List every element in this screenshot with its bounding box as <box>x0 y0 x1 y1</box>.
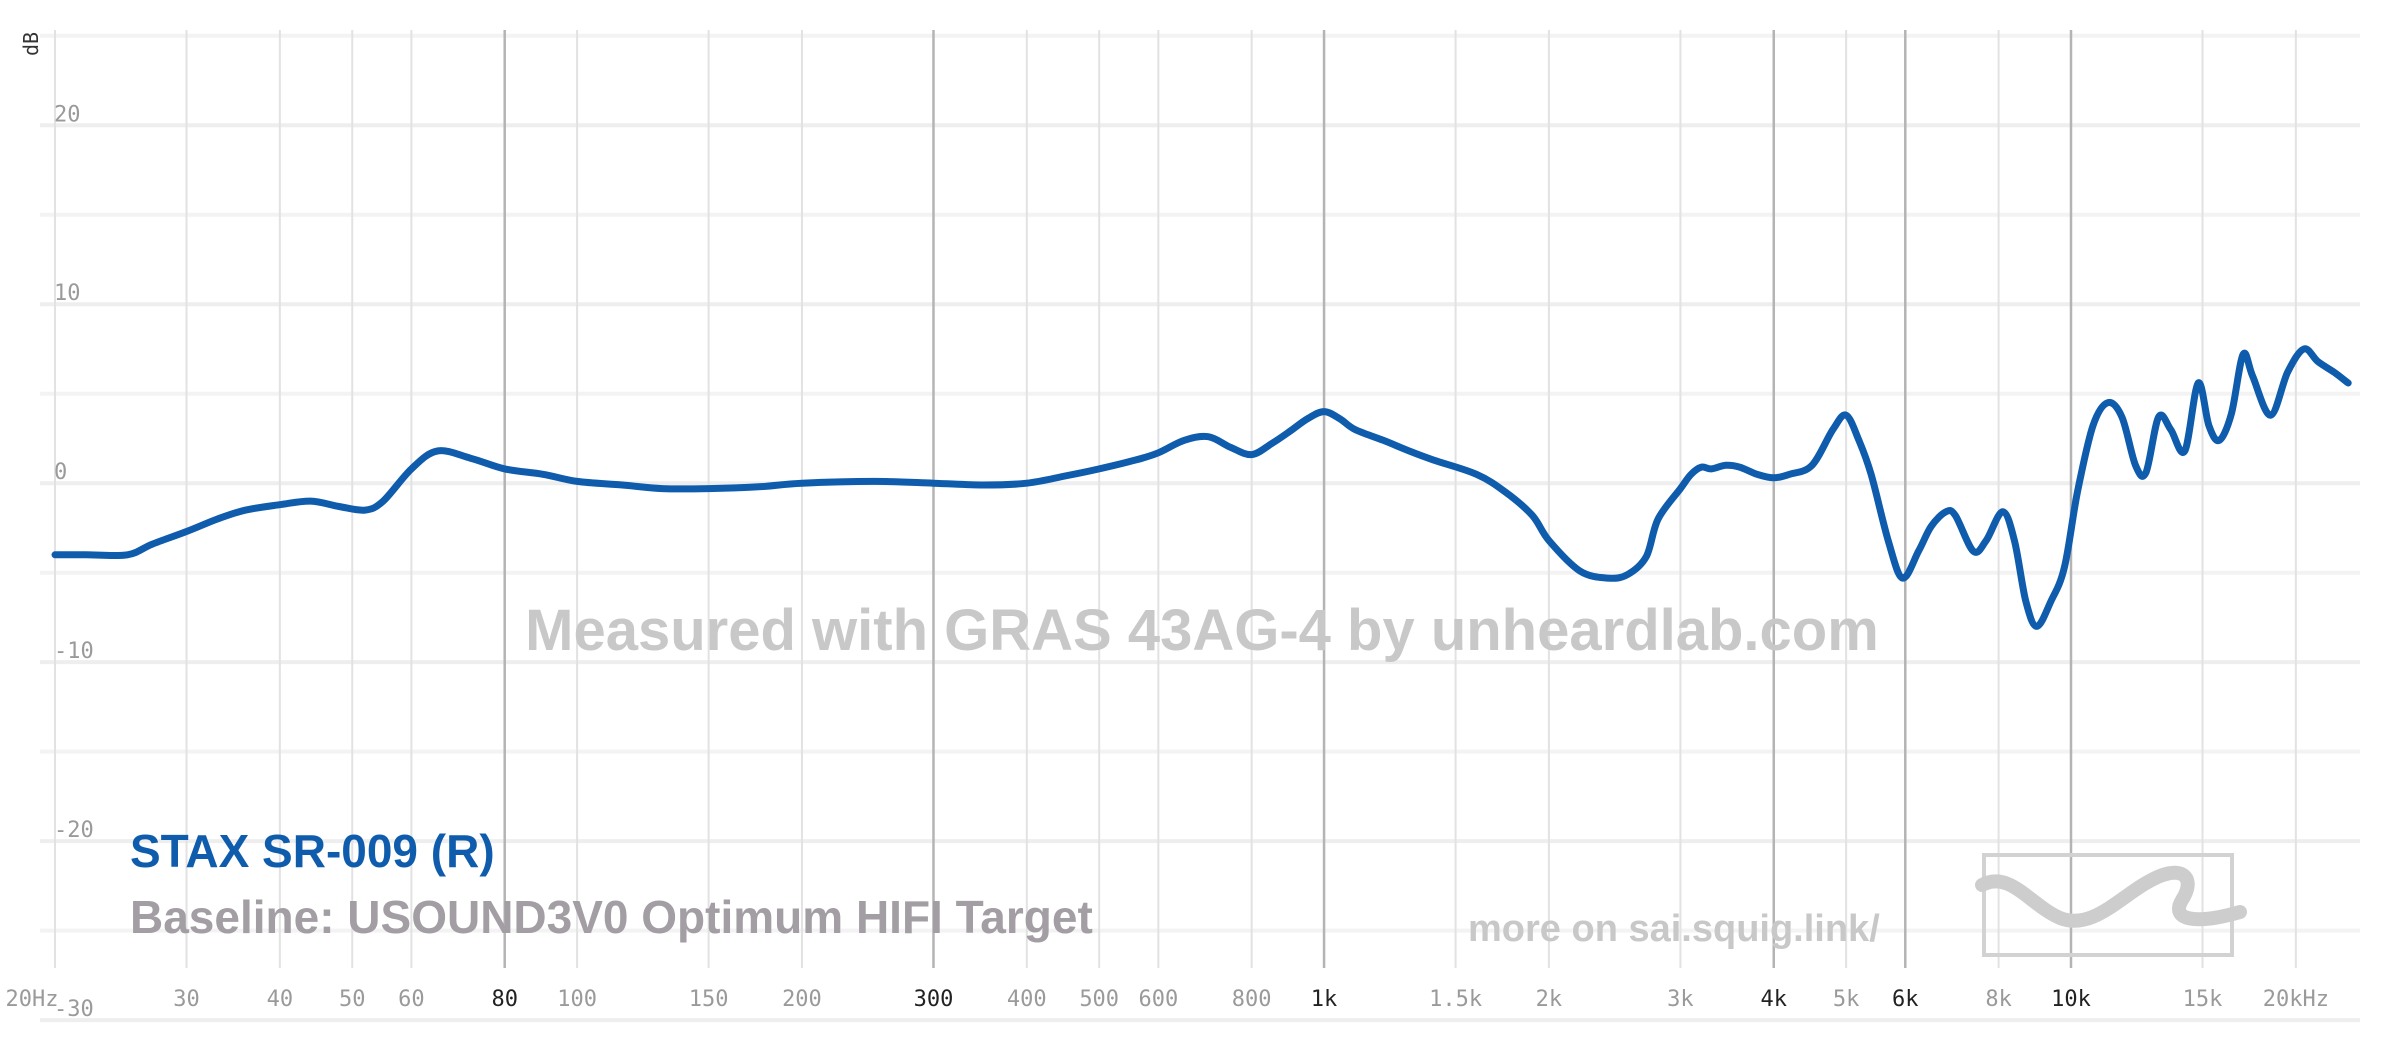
x-tick-label-2: 40 <box>267 987 294 1012</box>
y-axis-label: dB <box>19 32 43 56</box>
x-tick-label-3: 50 <box>339 987 366 1012</box>
x-tick-label-11: 500 <box>1079 987 1119 1012</box>
y-tick-label-3: -10 <box>54 639 94 664</box>
y-tick-label-0: 20 <box>54 102 81 127</box>
legend-entry-0[interactable]: STAX SR-009 (R) <box>130 825 495 877</box>
x-tick-label-23: 15k <box>2183 987 2223 1012</box>
x-tick-label-14: 1k <box>1311 987 1338 1012</box>
x-tick-label-9: 300 <box>914 987 954 1012</box>
x-tick-label-0: 20Hz <box>6 987 59 1012</box>
y-tick-label-2: 0 <box>54 460 67 485</box>
squiglink-logo <box>1975 853 2247 957</box>
series-layer <box>51 345 2352 630</box>
x-tick-label-22: 10k <box>2051 987 2091 1012</box>
y-tick-label-5: -30 <box>54 997 94 1022</box>
x-tick-label-24: 20kHz <box>2263 987 2329 1012</box>
y-tick-labels: 20 10 0 -10 -20 -30 <box>54 102 94 1022</box>
watermark-text: Measured with GRAS 43AG-4 by unheardlab.… <box>525 598 1879 663</box>
grid-layer <box>40 30 2360 1023</box>
baseline-label: Baseline: USOUND3V0 Optimum HIFI Target <box>130 891 1093 943</box>
x-tick-labels: 20Hz 30 40 50 60 80 100 150 200 300 400 500 600 800 1k… <box>6 987 2329 1012</box>
x-tick-label-18: 4k <box>1761 987 1788 1012</box>
y-tick-label-1: 10 <box>54 281 81 306</box>
x-tick-label-7: 150 <box>689 987 729 1012</box>
x-tick-label-10: 400 <box>1007 987 1047 1012</box>
x-tick-label-21: 8k <box>1985 987 2012 1012</box>
x-tick-label-12: 600 <box>1138 987 1178 1012</box>
x-tick-label-17: 3k <box>1667 987 1694 1012</box>
x-tick-label-5: 80 <box>491 987 518 1012</box>
x-tick-label-4: 60 <box>398 987 425 1012</box>
x-tick-label-6: 100 <box>557 987 597 1012</box>
series-line-0 <box>51 345 2352 630</box>
x-tick-label-8: 200 <box>782 987 822 1012</box>
more-link-text[interactable]: more on sai.squig.link/ <box>1468 908 1880 950</box>
x-tick-label-1: 30 <box>173 987 200 1012</box>
x-tick-label-16: 2k <box>1536 987 1563 1012</box>
x-tick-label-15: 1.5k <box>1429 987 1482 1012</box>
x-tick-label-19: 5k <box>1833 987 1860 1012</box>
x-tick-label-13: 800 <box>1232 987 1272 1012</box>
legend: STAX SR-009 (R) Baseline: USOUND3V0 Optim… <box>130 825 1093 943</box>
x-tick-label-20: 6k <box>1892 987 1919 1012</box>
y-tick-label-4: -20 <box>54 818 94 843</box>
